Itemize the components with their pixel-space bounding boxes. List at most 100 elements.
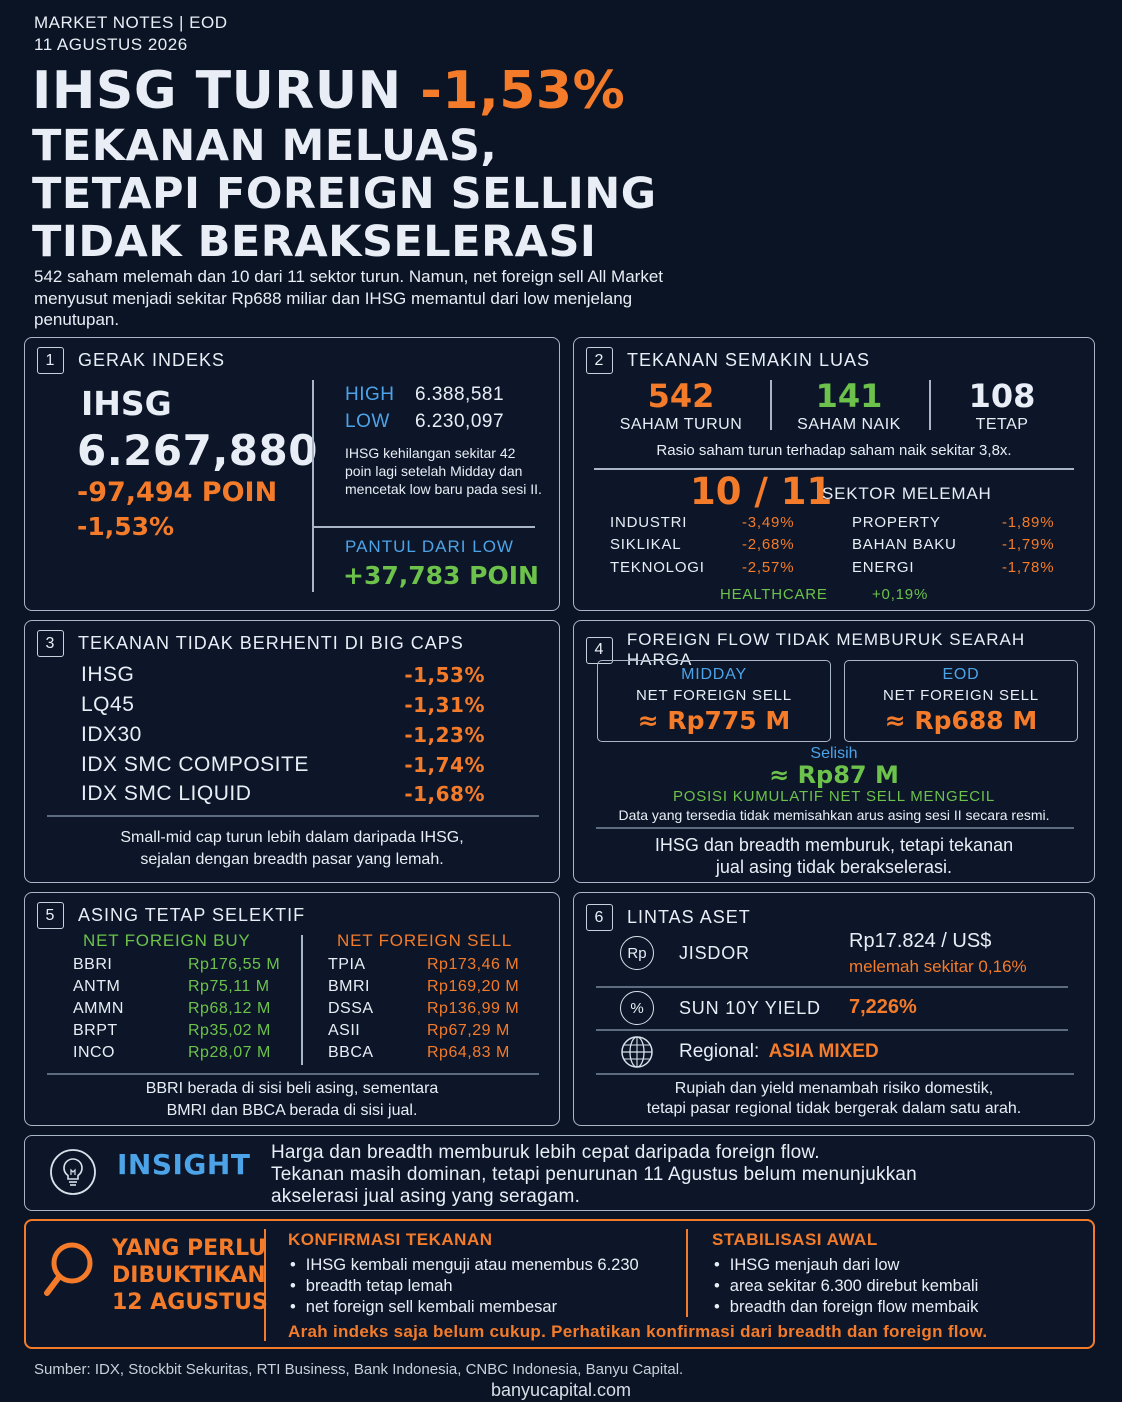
panel-number: 6: [586, 904, 613, 931]
sector-count-label: SEKTOR MELEMAH: [822, 484, 992, 503]
percent-icon: %: [620, 991, 654, 1025]
jisdor-note: melemah sekitar 0,16%: [849, 957, 1027, 976]
stat-saham-naik: 141 SAHAM NAIK: [797, 377, 901, 433]
sector-count: 10 / 11: [690, 470, 833, 513]
sector-name: SIKLIKAL: [610, 536, 682, 553]
list-item: IHSG kembali menguji atau menembus 6.230: [290, 1255, 639, 1276]
divider: [313, 526, 535, 528]
panel-foreign-flow: 4 FOREIGN FLOW TIDAK MEMBURUK SEARAH HARG…: [573, 620, 1095, 883]
list-item: breadth tetap lemah: [290, 1276, 639, 1297]
magnifier-icon: [44, 1242, 93, 1296]
lede: 542 saham melemah dan 10 dari 11 sektor …: [34, 267, 664, 329]
eyebrow-date: 11 AGUSTUS 2026: [34, 35, 188, 54]
index-row: IDX30 -1,23%: [81, 723, 485, 747]
diff-value: ≈ Rp87 M: [769, 761, 899, 789]
eod-box: EOD NET FOREIGN SELL ≈ Rp688 M: [844, 660, 1078, 742]
panel-title: TEKANAN SEMAKIN LUAS: [627, 350, 871, 370]
prove-footnote: Arah indeks saja belum cukup. Perhatikan…: [288, 1322, 988, 1341]
divider: [312, 380, 314, 592]
confirm-header: KONFIRMASI TEKANAN: [288, 1230, 493, 1249]
sector-value: -1,79%: [1002, 536, 1055, 553]
sector-value: -3,49%: [742, 514, 795, 531]
prove-panel: YANG PERLU DIBUKTIKAN 12 AGUSTUS KONFIRMAS…: [24, 1219, 1095, 1349]
lightbulb-icon: [50, 1149, 96, 1195]
source-line: Sumber: IDX, Stockbit Sekuritas, RTI Bus…: [34, 1361, 684, 1378]
index-note: IHSG kehilangan sekitar 42 poin lagi set…: [345, 445, 542, 497]
panel-number: 3: [37, 630, 64, 657]
stabilize-header: STABILISASI AWAL: [712, 1230, 878, 1249]
big-caps-note: Small-mid cap turun lebih dalam daripada…: [120, 829, 464, 868]
index-row: IDX SMC COMPOSITE -1,74%: [81, 753, 485, 777]
sell-header: NET FOREIGN SELL: [337, 931, 512, 950]
headline-main: IHSG TURUN: [32, 61, 421, 121]
divider: [770, 380, 772, 430]
panel-title: FOREIGN FLOW TIDAK MEMBURUK SEARAH HARGA: [626, 630, 1026, 669]
panel-number: 1: [37, 347, 64, 374]
panel-title: ASING TETAP SELEKTIF: [78, 905, 306, 925]
eyebrow: MARKET NOTES | EOD 11 AGUSTUS 2026: [34, 12, 228, 56]
jisdor-value: Rp17.824 / US$: [849, 930, 992, 952]
divider: [301, 935, 303, 1065]
regional-value: ASIA MIXED: [768, 1041, 879, 1062]
buy-values: Rp176,55 M Rp75,11 M Rp68,12 M Rp35,02 M Rp2…: [188, 956, 281, 1061]
list-item: area sekitar 6.300 direbut kembali: [714, 1276, 979, 1297]
midday-box: MIDDAY NET FOREIGN SELL ≈ Rp775 M: [597, 660, 831, 742]
divider: [596, 1073, 1074, 1075]
panel-title: TEKANAN TIDAK BERHENTI DI BIG CAPS: [78, 633, 464, 653]
headline: IHSG TURUN -1,53% TEKANAN MELUAS, TETAPI…: [32, 60, 657, 266]
high-value: 6.388,581: [415, 384, 505, 405]
panel-lintas-aset: 6 LINTAS ASET Rp JISDOR Rp17.824 / US$ me…: [573, 892, 1095, 1126]
divider: [264, 1229, 266, 1341]
divider: [596, 986, 1068, 988]
divider: [686, 1229, 688, 1317]
panel-title: LINTAS ASET: [627, 907, 751, 927]
foreign-note: IHSG dan breadth memburuk, tetapi tekana…: [654, 835, 1014, 877]
list-item: net foreign sell kembali membesar: [290, 1297, 639, 1318]
divider: [594, 468, 1074, 470]
sector-value: -1,78%: [1002, 559, 1055, 576]
headline-pct: -1,53%: [420, 61, 626, 121]
sun-value: 7,226%: [849, 996, 917, 1018]
divider: [47, 815, 539, 817]
sector-name: INDUSTRI: [610, 514, 688, 531]
regional-label: Regional:: [679, 1041, 760, 1062]
sector-name: PROPERTY: [852, 514, 941, 531]
healthcare-value: +0,19%: [872, 586, 929, 603]
headline-line-2: TEKANAN MELUAS,: [32, 121, 498, 171]
low-value: 6.230,097: [415, 411, 505, 432]
confirm-list: IHSG kembali menguji atau menembus 6.230…: [290, 1255, 639, 1318]
divider: [47, 1073, 539, 1075]
healthcare-name: HEALTHCARE: [720, 586, 828, 603]
ratio-note: Rasio saham turun terhadap saham naik se…: [656, 442, 1012, 459]
site-link[interactable]: banyucapital.com: [490, 1380, 632, 1400]
divider: [596, 1029, 1068, 1031]
panel-number: 5: [37, 902, 64, 929]
index-pct: -1,53%: [77, 512, 175, 541]
headline-line-4: TIDAK BERAKSELERASI: [32, 217, 597, 267]
divider: [596, 827, 1074, 829]
sector-value: -2,68%: [742, 536, 795, 553]
position-note: POSISI KUMULATIF NET SELL MENGECIL: [673, 788, 995, 805]
divider: [929, 380, 931, 430]
low-label: LOW: [345, 411, 390, 432]
panel-big-caps: 3 TEKANAN TIDAK BERHENTI DI BIG CAPS IHSG…: [24, 620, 560, 883]
list-item: IHSG menjauh dari low: [714, 1255, 978, 1276]
stat-tetap: 108 TETAP: [968, 377, 1036, 433]
index-change: -97,494 POIN: [77, 477, 278, 508]
index-value: 6.267,880: [77, 426, 318, 475]
insight-panel: INSIGHT Harga dan breadth memburuk lebih…: [24, 1135, 1095, 1211]
sector-name: ENERGI: [852, 559, 915, 576]
high-label: HIGH: [345, 384, 395, 405]
headline-line-3: TETAPI FOREIGN SELLING: [32, 169, 657, 219]
insight-title: INSIGHT: [117, 1148, 251, 1181]
selective-note: BBRI berada di sisi beli asing, sementar…: [145, 1080, 439, 1119]
bounce-value: +37,783 POIN: [343, 561, 539, 590]
buy-header: NET FOREIGN BUY: [83, 931, 251, 950]
cross-asset-note: Rupiah dan yield menambah risiko domesti…: [646, 1080, 1022, 1117]
data-note: Data yang tersedia tidak memisahkan arus…: [618, 807, 1050, 823]
sector-value: -1,89%: [1002, 514, 1055, 531]
panel-number: 2: [586, 347, 613, 374]
panel-asing-selektif: 5 ASING TETAP SELEKTIF NET FOREIGN BUY NE…: [24, 892, 560, 1126]
eyebrow-series: MARKET NOTES | EOD: [34, 13, 228, 32]
